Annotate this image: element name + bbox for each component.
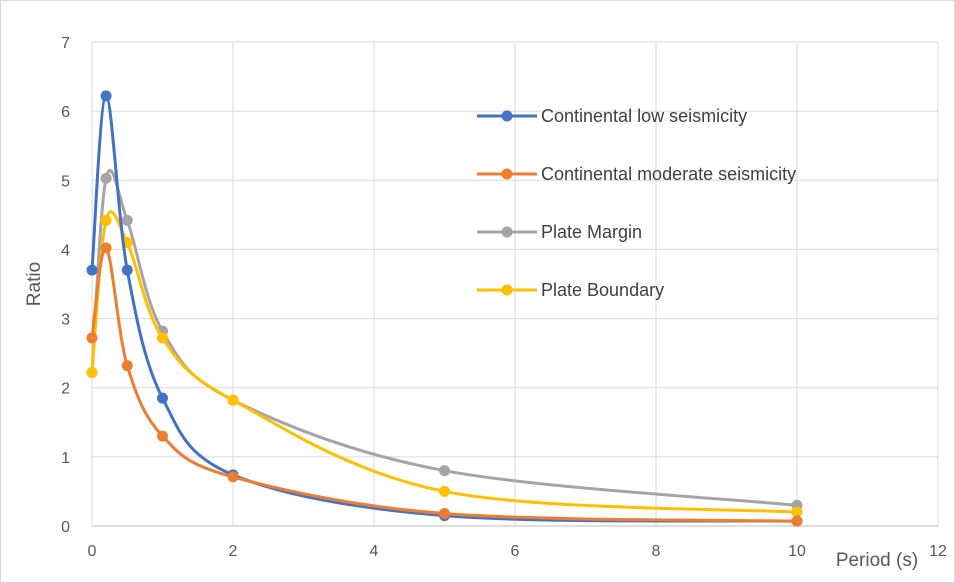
y-tick-label: 7 — [61, 35, 70, 52]
x-axis-title: Period (s) — [836, 550, 918, 571]
data-point — [791, 506, 803, 518]
y-tick-label: 4 — [61, 242, 70, 259]
y-tick-label: 0 — [61, 519, 70, 536]
data-point — [86, 264, 98, 276]
gridlines — [92, 41, 939, 526]
legend-label: Plate Boundary — [541, 280, 664, 300]
legend-swatch-marker — [501, 110, 513, 122]
data-point — [791, 515, 803, 527]
y-tick-label: 1 — [61, 450, 70, 467]
legend-item: Continental low seismicity — [477, 106, 747, 126]
x-tick-label: 4 — [370, 543, 379, 560]
legend-item: Plate Boundary — [477, 280, 664, 300]
data-point — [121, 264, 133, 276]
data-point — [100, 214, 112, 226]
y-tick-label: 2 — [61, 381, 70, 398]
y-tick-label: 6 — [61, 104, 70, 121]
legend-label: Continental low seismicity — [541, 106, 747, 126]
legend-label: Plate Margin — [541, 222, 642, 242]
data-point — [157, 332, 168, 344]
y-tick-label: 3 — [61, 312, 70, 329]
series-continental-moderate-seismicity — [86, 242, 803, 527]
data-point — [439, 465, 450, 477]
data-point — [100, 242, 112, 254]
data-point — [121, 360, 133, 372]
series-lines — [86, 90, 803, 527]
y-tick-label: 5 — [61, 173, 70, 190]
data-point — [157, 392, 168, 404]
legend-swatch-marker — [501, 284, 513, 296]
data-point — [439, 485, 450, 497]
legend-item: Plate Margin — [477, 222, 642, 242]
data-point — [100, 90, 112, 102]
data-point — [121, 214, 133, 226]
data-point — [227, 394, 239, 406]
series-plate-boundary — [86, 210, 803, 518]
x-tick-label: 10 — [788, 543, 806, 560]
x-tick-label: 0 — [88, 543, 97, 560]
x-tick-label: 8 — [652, 543, 661, 560]
data-point — [157, 430, 168, 442]
data-point — [227, 471, 239, 483]
x-tick-label: 12 — [929, 543, 947, 560]
data-point — [86, 367, 98, 379]
legend-label: Continental moderate seismicity — [541, 164, 796, 184]
data-point — [86, 332, 98, 344]
x-tick-label: 6 — [511, 543, 520, 560]
data-point — [100, 172, 112, 184]
data-point — [439, 508, 450, 520]
legend: Continental low seismicity Continental mo… — [477, 106, 796, 300]
legend-item: Continental moderate seismicity — [477, 164, 796, 184]
x-tick-label: 2 — [229, 543, 238, 560]
legend-swatch-marker — [501, 226, 513, 238]
legend-swatch-marker — [501, 168, 513, 180]
y-axis-title: Ratio — [24, 262, 45, 306]
